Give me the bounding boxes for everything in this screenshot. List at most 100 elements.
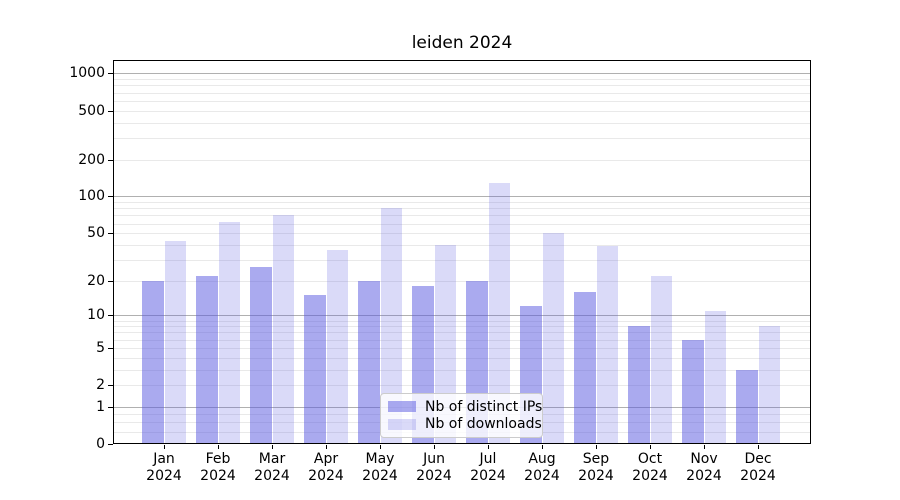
y-tick-mark (108, 281, 113, 282)
y-tick-mark (108, 315, 113, 316)
gridline-minor (113, 280, 811, 282)
x-tick-mark (434, 445, 435, 449)
y-tick-mark (108, 348, 113, 349)
gridline-minor (113, 202, 811, 204)
gridline-major (113, 315, 811, 317)
bar-downloads (326, 250, 348, 444)
bar-downloads (596, 246, 618, 444)
gridline-minor (113, 223, 811, 225)
legend-label: Nb of downloads (425, 416, 542, 433)
x-tick-label: May 2024 (362, 451, 398, 484)
bar-distinct-ips (196, 275, 218, 444)
x-tick-label: Apr 2024 (308, 451, 344, 484)
x-tick-mark (704, 445, 705, 449)
legend-swatch-downloads (388, 418, 416, 430)
legend: Nb of distinct IPs Nb of downloads (380, 393, 543, 438)
x-tick-label: Mar 2024 (254, 451, 290, 484)
gridline-minor (113, 215, 811, 217)
y-tick-mark (108, 196, 113, 197)
bar-distinct-ips (574, 292, 596, 444)
bar-distinct-ips (250, 267, 272, 444)
y-tick-label: 2 (96, 377, 105, 394)
x-tick-mark (596, 445, 597, 449)
bar-downloads (758, 326, 780, 444)
x-tick-label: Sep 2024 (578, 451, 614, 484)
bar-downloads (218, 221, 240, 444)
gridline-minor (113, 259, 811, 261)
x-tick-label: Feb 2024 (200, 451, 236, 484)
x-tick-mark (488, 445, 489, 449)
gridline-major (113, 196, 811, 198)
gridline-minor (113, 347, 811, 349)
x-tick-label: Oct 2024 (632, 451, 668, 484)
legend-label: Nb of distinct IPs (425, 398, 543, 415)
gridline-minor (113, 244, 811, 246)
gridline-minor (113, 85, 811, 87)
gridline-minor (113, 159, 811, 161)
gridline-minor (113, 385, 811, 387)
y-tick-mark (108, 73, 113, 74)
x-tick-mark (218, 445, 219, 449)
x-tick-mark (164, 445, 165, 449)
gridline-minor (113, 100, 811, 102)
gridline-minor (113, 137, 811, 139)
y-tick-label: 200 (78, 151, 105, 168)
bar-downloads (164, 241, 186, 444)
bar-distinct-ips (628, 326, 650, 444)
y-tick-label: 1000 (69, 65, 105, 82)
gridline-minor (113, 110, 811, 112)
bar-downloads (488, 182, 510, 444)
x-tick-mark (542, 445, 543, 449)
y-tick-label: 20 (87, 272, 105, 289)
gridline-minor (113, 339, 811, 341)
legend-item: Nb of distinct IPs (388, 398, 542, 415)
x-tick-label: Nov 2024 (686, 451, 722, 484)
bar-distinct-ips (682, 339, 704, 444)
gridline-major (113, 73, 811, 75)
x-tick-mark (380, 445, 381, 449)
legend-swatch-distinct-ips (388, 401, 416, 413)
x-tick-mark (758, 445, 759, 449)
x-tick-mark (272, 445, 273, 449)
x-tick-label: Aug 2024 (524, 451, 560, 484)
y-tick-mark (108, 407, 113, 408)
gridline-minor (113, 79, 811, 81)
y-tick-mark (108, 385, 113, 386)
gridline-minor (113, 233, 811, 235)
gridline-minor (113, 320, 811, 322)
gridline-minor (113, 208, 811, 210)
chart-title: leiden 2024 (411, 33, 513, 53)
x-tick-mark (650, 445, 651, 449)
y-tick-mark (108, 111, 113, 112)
x-tick-mark (326, 445, 327, 449)
x-tick-label: Jan 2024 (146, 451, 182, 484)
x-tick-label: Jun 2024 (416, 451, 452, 484)
gridline-minor (113, 92, 811, 94)
bar-downloads (650, 275, 672, 444)
bar-downloads (542, 233, 564, 444)
y-tick-label: 1 (96, 398, 105, 415)
y-tick-label: 500 (78, 102, 105, 119)
legend-item: Nb of downloads (388, 416, 542, 433)
bar-distinct-ips (304, 295, 326, 444)
bar-distinct-ips (736, 369, 758, 444)
gridline-minor (113, 326, 811, 328)
y-tick-label: 50 (87, 225, 105, 242)
x-tick-label: Jul 2024 (470, 451, 506, 484)
y-tick-mark (108, 233, 113, 234)
gridline-minor (113, 369, 811, 371)
bar-distinct-ips (142, 280, 164, 444)
y-tick-label: 10 (87, 307, 105, 324)
plot-area (113, 60, 811, 444)
bar-downloads (704, 310, 726, 444)
gridline-minor (113, 122, 811, 124)
x-tick-label: Dec 2024 (740, 451, 776, 484)
y-tick-label: 100 (78, 188, 105, 205)
y-tick-label: 0 (96, 436, 105, 452)
y-tick-mark (108, 160, 113, 161)
bar-downloads (380, 208, 402, 444)
y-tick-label: 5 (96, 339, 105, 356)
gridline-minor (113, 332, 811, 334)
gridline-minor (113, 357, 811, 359)
